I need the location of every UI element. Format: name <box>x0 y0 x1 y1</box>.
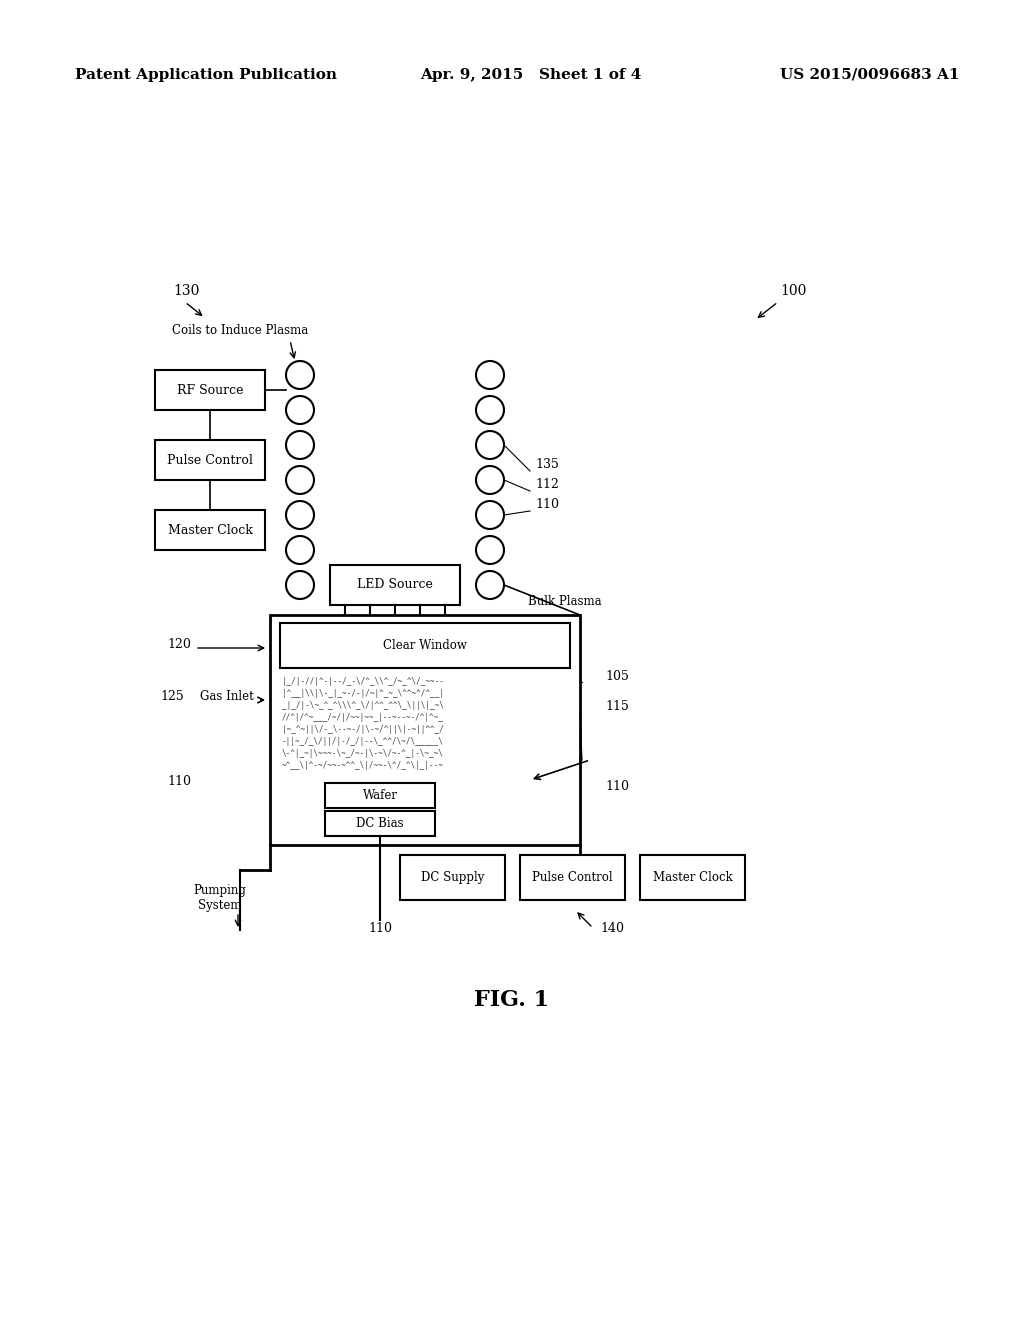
Text: 112: 112 <box>535 478 559 491</box>
Text: 125: 125 <box>160 690 183 704</box>
Text: |_/|-//|^-|--/_-\/^_\\^_/~_^\/_~~--: |_/|-//|^-|--/_-\/^_\\^_/~_^\/_~~-- <box>282 676 443 685</box>
Circle shape <box>476 396 504 424</box>
Text: US 2015/0096683 A1: US 2015/0096683 A1 <box>780 69 959 82</box>
Text: 100: 100 <box>780 284 806 298</box>
Text: 110: 110 <box>368 921 392 935</box>
Text: Apr. 9, 2015   Sheet 1 of 4: Apr. 9, 2015 Sheet 1 of 4 <box>420 69 641 82</box>
Text: 130: 130 <box>173 284 200 298</box>
Text: //^|/^~___/~/|/~~|~~_|--~--~-/^|^~_: //^|/^~___/~/|/~~|~~_|--~--~-/^|^~_ <box>282 713 443 722</box>
Text: ~^__\|^-~/~~-~^^_\|/~~-\^/_^\|_|--~: ~^__\|^-~/~~-~^^_\|/~~-\^/_^\|_|--~ <box>282 760 443 770</box>
Text: _|_/|-\~_^_^\\\^_\/|^^_^^\_\||\|_~\: _|_/|-\~_^_^\\\^_\/|^^_^^\_\||\|_~\ <box>282 701 443 710</box>
Circle shape <box>476 466 504 494</box>
Circle shape <box>286 432 314 459</box>
Text: Coils to Induce Plasma: Coils to Induce Plasma <box>172 323 308 337</box>
Text: Wafer: Wafer <box>362 789 397 803</box>
FancyBboxPatch shape <box>640 855 745 900</box>
Text: 140: 140 <box>600 921 624 935</box>
Text: Pulse Control: Pulse Control <box>167 454 253 466</box>
Text: 110: 110 <box>605 780 629 793</box>
Text: DC Supply: DC Supply <box>421 871 484 884</box>
Circle shape <box>286 396 314 424</box>
Text: 115: 115 <box>605 700 629 713</box>
FancyBboxPatch shape <box>155 440 265 480</box>
Circle shape <box>286 502 314 529</box>
Text: 105: 105 <box>605 671 629 682</box>
Text: Master Clock: Master Clock <box>652 871 732 884</box>
FancyBboxPatch shape <box>400 855 505 900</box>
Text: Gas Inlet: Gas Inlet <box>200 690 254 704</box>
Text: Clear Window: Clear Window <box>383 639 467 652</box>
FancyBboxPatch shape <box>330 565 460 605</box>
Text: 135: 135 <box>535 458 559 471</box>
Text: RF Source: RF Source <box>177 384 244 396</box>
Circle shape <box>286 360 314 389</box>
Circle shape <box>476 502 504 529</box>
Circle shape <box>476 536 504 564</box>
FancyBboxPatch shape <box>325 783 435 808</box>
Text: -||~_/_\/||/|-/_/|--\_^^/\~/\_____\: -||~_/_\/||/|-/_/|--\_^^/\~/\_____\ <box>282 737 443 746</box>
Circle shape <box>286 536 314 564</box>
Text: Pumping
System: Pumping System <box>194 884 247 912</box>
FancyBboxPatch shape <box>270 615 580 845</box>
Circle shape <box>476 572 504 599</box>
Text: 120: 120 <box>167 638 190 651</box>
FancyBboxPatch shape <box>155 510 265 550</box>
Circle shape <box>476 432 504 459</box>
FancyBboxPatch shape <box>155 370 265 411</box>
Text: DC Bias: DC Bias <box>356 817 403 830</box>
Text: Bulk Plasma: Bulk Plasma <box>528 595 602 609</box>
FancyBboxPatch shape <box>325 810 435 836</box>
Text: |~_^~||\/-_\--~-/|\-~/^||\|-~||^^_/: |~_^~||\/-_\--~-/|\-~/^||\|-~||^^_/ <box>282 725 443 734</box>
Text: Pulse Control: Pulse Control <box>532 871 612 884</box>
Text: \-^|_~|\~~~-\~_/~-|\-~\/~-^_|-\~_~\: \-^|_~|\~~~-\~_/~-|\-~\/~-^_|-\~_~\ <box>282 748 443 758</box>
Text: Master Clock: Master Clock <box>168 524 253 536</box>
Text: 110: 110 <box>535 498 559 511</box>
Text: FIG. 1: FIG. 1 <box>474 989 550 1011</box>
Text: 110: 110 <box>167 775 191 788</box>
Text: LED Source: LED Source <box>357 578 433 591</box>
Circle shape <box>286 572 314 599</box>
Text: Patent Application Publication: Patent Application Publication <box>75 69 337 82</box>
Circle shape <box>286 466 314 494</box>
Circle shape <box>476 360 504 389</box>
FancyBboxPatch shape <box>280 623 570 668</box>
Text: |^__|\\|\-_|_~-/-|/~|^_~_\^^~^/^__|: |^__|\\|\-_|_~-/-|/~|^_~_\^^~^/^__| <box>282 689 443 697</box>
FancyBboxPatch shape <box>520 855 625 900</box>
